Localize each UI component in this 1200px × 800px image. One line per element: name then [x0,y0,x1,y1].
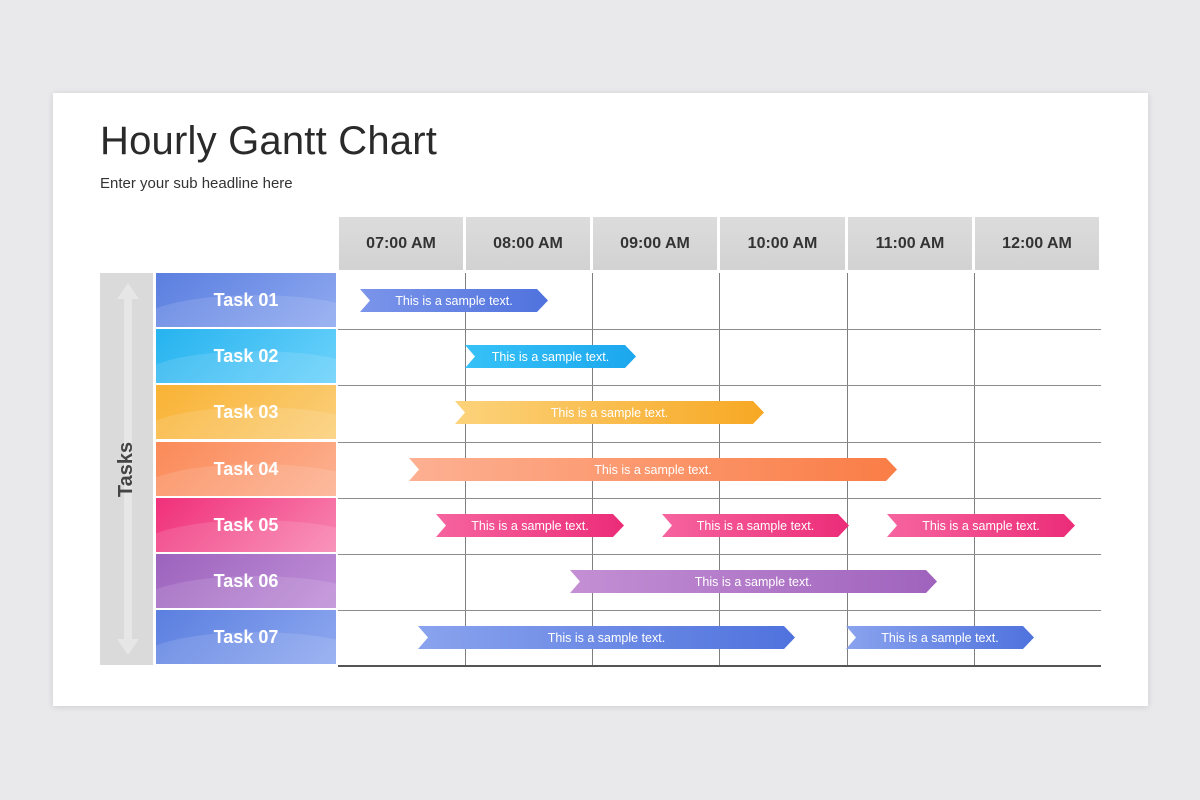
task-label-cell: Task 04 [156,442,336,496]
gantt-bar-text: This is a sample text. [395,293,513,308]
task-label: Task 01 [213,289,279,310]
hour-header: 07:00 AM [339,217,463,270]
gantt-bar-text: This is a sample text. [491,349,610,364]
gantt-bar: This is a sample text. [409,458,897,481]
task-label: Task 03 [213,401,279,422]
slide-title: Hourly Gantt Chart [100,119,438,163]
gantt-bar: This is a sample text. [887,514,1075,537]
grid-hline [338,442,1101,443]
gantt-bar-text: This is a sample text. [922,518,1040,533]
gantt-bar: This is a sample text. [455,401,764,424]
slide: Hourly Gantt Chart Enter your sub headli… [53,93,1148,706]
tasks-axis-label: Tasks [115,441,138,497]
gantt-bar-text: This is a sample text. [471,518,589,533]
task-label: Task 07 [213,626,279,647]
task-label: Task 05 [213,514,279,535]
grid-hline [338,329,1101,330]
grid-baseline [338,665,1101,667]
task-label-cell: Task 06 [156,554,336,608]
grid-vline [974,273,975,667]
grid-hline [338,498,1101,499]
tasks-axis-label-wrap: Tasks [100,273,153,665]
gantt-bar: This is a sample text. [662,514,849,537]
gantt-bar-text: This is a sample text. [547,630,666,645]
task-label-cell: Task 03 [156,385,336,439]
gantt-bar: This is a sample text. [570,570,937,593]
hour-header: 12:00 AM [975,217,1099,270]
gantt-bar-text: This is a sample text. [694,574,813,589]
grid-hline [338,610,1101,611]
gantt-bar: This is a sample text. [418,626,795,649]
task-label: Task 06 [213,570,279,591]
slide-subtitle: Enter your sub headline here [100,175,293,192]
gantt-bar: This is a sample text. [360,289,548,312]
task-label: Task 04 [213,458,279,479]
gantt-bar-text: This is a sample text. [881,630,999,645]
grid-hline [338,385,1101,386]
gantt-bar: This is a sample text. [436,514,624,537]
hour-header: 08:00 AM [466,217,590,270]
hour-header: 10:00 AM [720,217,845,270]
gantt-bar: This is a sample text. [465,345,636,368]
task-label-cell: Task 02 [156,329,336,383]
task-label-cell: Task 07 [156,610,336,664]
gantt-bar: This is a sample text. [846,626,1034,649]
grid-hline [338,554,1101,555]
hour-header: 09:00 AM [593,217,717,270]
gantt-bar-text: This is a sample text. [696,518,815,533]
gantt-bar-text: This is a sample text. [550,405,669,420]
hour-header: 11:00 AM [848,217,972,270]
task-label-cell: Task 05 [156,498,336,552]
task-label: Task 02 [213,345,279,366]
gantt-bar-text: This is a sample text. [594,462,712,477]
vertical-double-arrow-icon [117,283,139,655]
task-label-cell: Task 01 [156,273,336,327]
